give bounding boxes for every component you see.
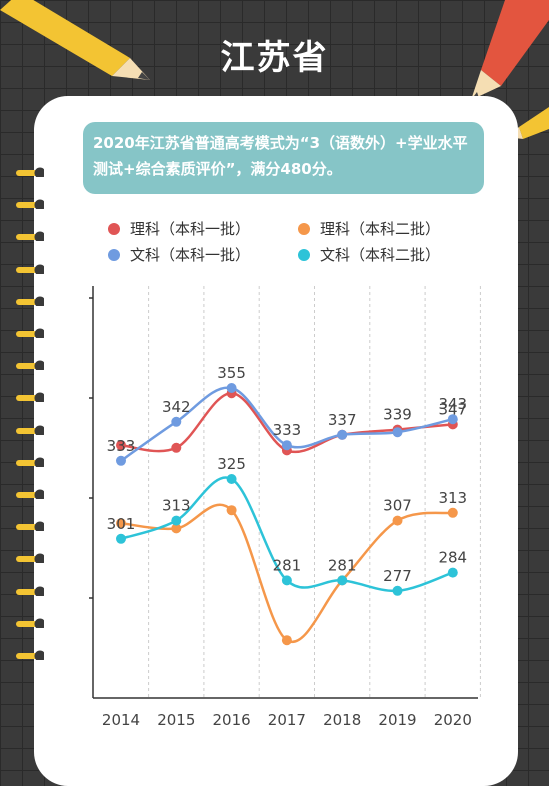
binder-ring (16, 586, 44, 596)
data-point (337, 575, 348, 586)
data-label: 281 (328, 556, 357, 574)
data-point (116, 440, 126, 451)
binder-ring (16, 392, 44, 403)
binder-ring (16, 328, 44, 338)
binder-ring (16, 199, 44, 210)
data-label: 325 (217, 455, 246, 473)
data-label: 333 (273, 421, 302, 439)
data-label: 343 (438, 395, 467, 413)
x-tick-label: 2014 (102, 711, 140, 729)
data-point (171, 515, 182, 526)
legend-label-4: 文科（本科二批） (320, 246, 441, 264)
x-tick-label: 2019 (378, 711, 416, 729)
binder-ring (16, 650, 44, 660)
data-point (392, 515, 403, 526)
data-label: 307 (383, 497, 412, 515)
legend-item-2: 理科（本科二批） (298, 218, 440, 239)
binder-ring (16, 167, 44, 177)
info-banner: 2020年江苏省普通高考模式为“3（语数外）+学业水平测试+综合素质评价”，满分… (83, 122, 484, 194)
x-tick-label: 2015 (157, 711, 195, 729)
binder-ring (16, 360, 44, 371)
legend-swatch-2 (298, 222, 310, 235)
data-point (116, 533, 126, 544)
legend-label-2: 理科（本科二批） (320, 220, 441, 238)
data-point (447, 567, 458, 578)
data-label: 313 (438, 489, 467, 507)
data-label: 313 (162, 497, 191, 515)
data-label: 277 (383, 567, 412, 585)
legend-label-3: 文科（本科一批） (130, 246, 251, 264)
data-label: 333 (107, 437, 136, 455)
data-point (226, 383, 237, 393)
data-point (392, 427, 403, 438)
data-point (226, 474, 237, 484)
data-label: 281 (273, 556, 302, 574)
binder-ring (16, 425, 44, 435)
x-tick-label: 2020 (434, 711, 472, 729)
data-point (392, 585, 403, 596)
x-tick-label: 2017 (268, 711, 306, 729)
data-point (447, 507, 458, 518)
binder-ring (16, 618, 44, 628)
data-point (447, 414, 458, 425)
data-point (337, 429, 348, 440)
data-point (226, 505, 237, 516)
x-tick-label: 2016 (213, 711, 251, 729)
data-label: 337 (328, 411, 357, 429)
data-label: 301 (107, 515, 136, 533)
data-point (116, 455, 126, 466)
data-point (171, 523, 182, 534)
x-tick-label: 2018 (323, 711, 361, 729)
pencil-left-icon (0, 0, 150, 80)
legend-item-3: 文科（本科一批） (108, 244, 250, 265)
binder-ring (16, 264, 44, 274)
data-label: 342 (162, 398, 191, 416)
data-label: 284 (438, 549, 467, 567)
binder-ring (16, 521, 44, 532)
legend-item-4: 文科（本科二批） (298, 244, 440, 265)
line-chart: 2014 2015 2016 2017 2018 2019 2020 339 347 307 313… (89, 286, 481, 729)
data-point (281, 440, 292, 451)
legend-label-1: 理科（本科一批） (130, 220, 251, 238)
data-point (281, 575, 292, 586)
binder-ring (16, 231, 44, 242)
binder-ring (16, 457, 44, 467)
data-label: 339 (383, 406, 412, 424)
binder-ring (16, 553, 44, 564)
data-point (171, 442, 182, 453)
legend-swatch-4 (298, 248, 310, 261)
legend-item-1: 理科（本科一批） (108, 218, 250, 239)
legend-swatch-1 (108, 222, 120, 235)
binder-ring (16, 296, 44, 306)
data-point (281, 635, 292, 646)
data-point (171, 416, 182, 427)
data-label: 347 (438, 400, 467, 418)
legend-swatch-3 (108, 248, 120, 261)
page-title: 江苏省 (220, 38, 329, 78)
data-point (116, 518, 126, 529)
binder-ring (16, 489, 44, 499)
data-label: 355 (217, 364, 246, 382)
